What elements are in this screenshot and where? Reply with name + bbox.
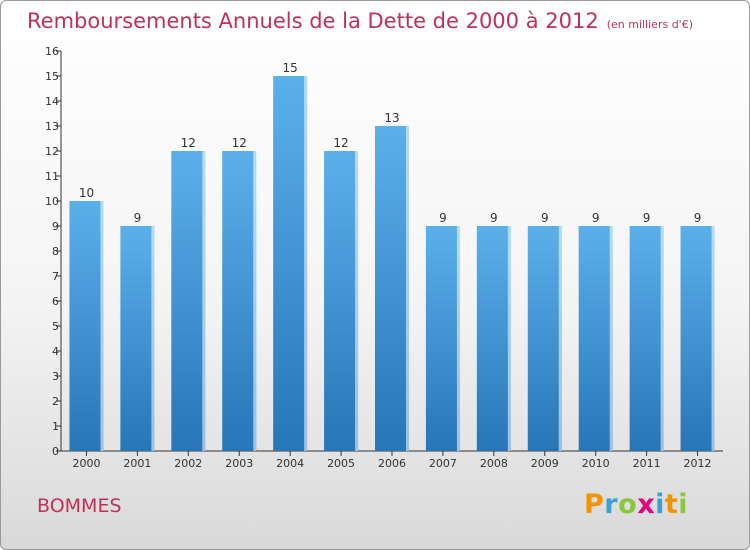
- bar-value-label: 10: [79, 186, 94, 200]
- bar-highlight: [558, 226, 562, 451]
- bar-highlight: [202, 151, 206, 451]
- y-tick-label: 16: [45, 45, 59, 58]
- y-tick-label: 6: [52, 295, 59, 308]
- logo-letter: t: [664, 489, 679, 520]
- bar-highlight: [660, 226, 664, 451]
- bar-value-label: 9: [592, 211, 600, 225]
- x-tick-label: 2006: [378, 457, 406, 470]
- y-tick-label: 10: [45, 195, 59, 208]
- bar: [680, 226, 715, 451]
- y-tick-label: 2: [52, 395, 59, 408]
- y-tick-label: 5: [52, 320, 59, 333]
- proxiti-logo: Proxiti: [584, 489, 688, 520]
- bar: [527, 226, 562, 451]
- bar-value-label: 9: [490, 211, 498, 225]
- bar: [476, 226, 511, 451]
- city-name: BOMMES: [37, 495, 122, 517]
- bar-value-label: 9: [541, 211, 549, 225]
- bar: [425, 226, 460, 451]
- x-tick-label: 2008: [480, 457, 508, 470]
- logo-letter: o: [618, 489, 638, 520]
- bar-value-label: 15: [283, 61, 298, 75]
- x-tick-label: 2001: [123, 457, 151, 470]
- bar: [324, 151, 359, 451]
- x-tick-label: 2007: [429, 457, 457, 470]
- bar-value-label: 12: [232, 136, 247, 150]
- bar-highlight: [151, 226, 155, 451]
- y-tick-label: 3: [52, 370, 59, 383]
- y-tick-label: 9: [52, 220, 59, 233]
- bar: [375, 126, 409, 451]
- chart-title: Remboursements Annuels de la Dette de 20…: [27, 9, 693, 33]
- chart-unit-label: (en milliers d'€): [606, 18, 693, 31]
- y-tick-label: 7: [52, 270, 59, 283]
- bar-value-label: 12: [181, 136, 196, 150]
- y-tick-label: 15: [45, 70, 59, 83]
- logo-letter: x: [637, 489, 656, 520]
- bar-highlight: [609, 226, 613, 451]
- x-tick-label: 2011: [633, 457, 661, 470]
- x-tick-label: 2002: [174, 457, 202, 470]
- bar-value-label: 13: [384, 111, 399, 125]
- y-tick-label: 8: [52, 245, 59, 258]
- bar-highlight: [304, 76, 308, 451]
- bar-highlight: [253, 151, 257, 451]
- bar-highlight: [406, 126, 409, 451]
- bar: [171, 151, 206, 451]
- logo-letter: i: [655, 489, 665, 520]
- y-tick-label: 0: [52, 445, 59, 458]
- bar-value-label: 9: [643, 211, 651, 225]
- x-tick-label: 2010: [582, 457, 610, 470]
- y-tick-label: 11: [45, 170, 59, 183]
- x-tick-label: 2012: [684, 457, 712, 470]
- y-tick-label: 12: [45, 145, 59, 158]
- chart-title-main: Remboursements Annuels de la Dette de 20…: [27, 9, 599, 33]
- bar-highlight: [355, 151, 359, 451]
- y-tick-label: 13: [45, 120, 59, 133]
- logo-letter: i: [678, 489, 689, 520]
- x-tick-label: 2005: [327, 457, 355, 470]
- bar-value-label: 9: [439, 211, 447, 225]
- x-tick-label: 2004: [276, 457, 304, 470]
- bar: [69, 201, 104, 451]
- bar: [273, 76, 308, 451]
- bar: [578, 226, 613, 451]
- bar-highlight: [100, 201, 104, 451]
- bar-value-label: 9: [134, 211, 142, 225]
- x-tick-label: 2009: [531, 457, 559, 470]
- logo-letter: P: [584, 489, 605, 520]
- bar-value-label: 12: [333, 136, 348, 150]
- bar-value-label: 9: [694, 211, 702, 225]
- x-tick-label: 2003: [225, 457, 253, 470]
- y-tick-label: 14: [45, 95, 59, 108]
- logo-letter: r: [604, 489, 619, 520]
- x-tick-label: 2000: [72, 457, 100, 470]
- y-tick-label: 4: [52, 345, 59, 358]
- bar-highlight: [711, 226, 715, 451]
- bar-highlight: [456, 226, 460, 451]
- bar: [120, 226, 155, 451]
- bar-highlight: [507, 226, 511, 451]
- bar: [629, 226, 664, 451]
- y-tick-label: 1: [52, 420, 59, 433]
- bar: [222, 151, 257, 451]
